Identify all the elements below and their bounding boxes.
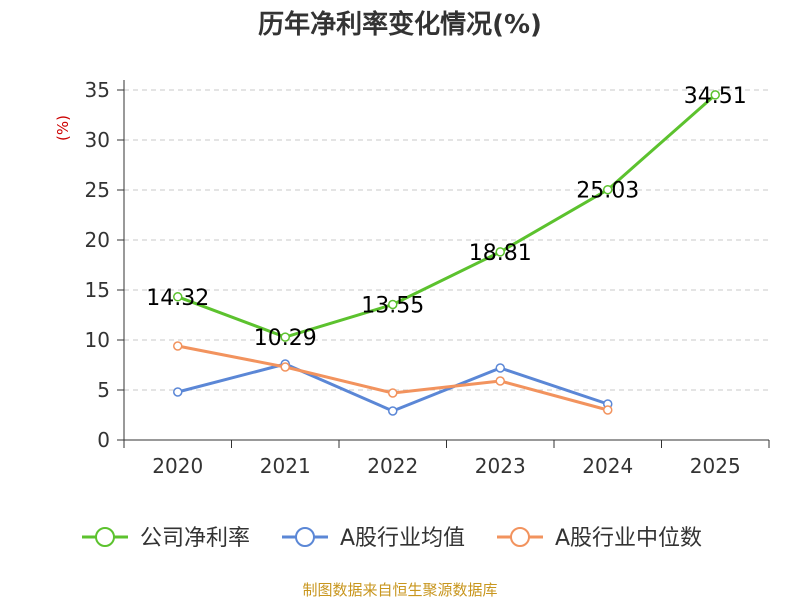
legend-item-1[interactable]: A股行业均值: [340, 526, 465, 551]
y-tick-label-15: 15: [85, 278, 110, 302]
y-tick-label-5: 5: [97, 378, 110, 402]
series-0-point-2024[interactable]: [603, 184, 613, 195]
series-2-point-2024[interactable]: [603, 405, 613, 415]
legend-marker-2: [510, 527, 530, 547]
y-tick-label-0: 0: [97, 428, 110, 452]
data-label-2025: 34.51: [684, 84, 747, 109]
x-tick-label-2020: 2020: [152, 454, 203, 478]
source-note: 制图数据来自恒生聚源数据库: [302, 581, 497, 599]
y-tick-label-10: 10: [85, 328, 110, 352]
y-axis-unit: (%): [54, 115, 72, 141]
series-0-point-2023[interactable]: [495, 247, 505, 257]
x-tick-label-2024: 2024: [582, 454, 633, 478]
legend-item-0[interactable]: 公司净利率: [140, 526, 250, 551]
series: [173, 90, 720, 416]
x-tick-label-2022: 2022: [367, 454, 418, 478]
series-2-point-2022[interactable]: [388, 388, 398, 398]
x-tick-label-2025: 2025: [690, 454, 741, 478]
data-label-2021: 10.29: [254, 326, 317, 351]
series-2-point-2023[interactable]: [495, 376, 505, 386]
grid: [124, 89, 769, 391]
series-1-point-2023[interactable]: [495, 363, 505, 373]
series-line-1: [177, 362, 609, 413]
data-label-2022: 13.55: [361, 294, 424, 319]
legend: 公司净利率 A股行业均值 A股行业中位数: [82, 526, 702, 551]
data-label-2024: 25.03: [576, 179, 639, 204]
data-labels: 14.32 10.29 13.55 18.81 25.03 34.51: [146, 84, 746, 351]
x-tick-label-2023: 2023: [475, 454, 526, 478]
y-tick-label-30: 30: [85, 128, 110, 152]
y-tick-label-20: 20: [85, 228, 110, 252]
chart-title: 历年净利率变化情况(%): [258, 9, 542, 40]
series-1-point-2020[interactable]: [173, 387, 183, 397]
legend-marker-0: [95, 527, 115, 547]
series-line-2: [177, 344, 609, 412]
legend-item-2[interactable]: A股行业中位数: [555, 526, 702, 551]
series-0-point-2025[interactable]: [710, 90, 720, 100]
series-2-point-2021[interactable]: [280, 362, 290, 372]
data-label-2023: 18.81: [469, 241, 532, 266]
x-tick-label-2021: 2021: [260, 454, 311, 478]
data-label-2020: 14.32: [146, 286, 209, 311]
y-tick-label-35: 35: [85, 78, 110, 102]
series-0-point-2020[interactable]: [173, 292, 183, 302]
y-tick-label-25: 25: [85, 178, 110, 202]
series-0-point-2022[interactable]: [388, 299, 398, 310]
series-line-0: [177, 93, 717, 339]
series-0-point-2021[interactable]: [280, 332, 290, 342]
series-1-point-2022[interactable]: [388, 406, 398, 416]
series-2-point-2020[interactable]: [173, 341, 183, 351]
legend-marker-1: [295, 527, 315, 547]
